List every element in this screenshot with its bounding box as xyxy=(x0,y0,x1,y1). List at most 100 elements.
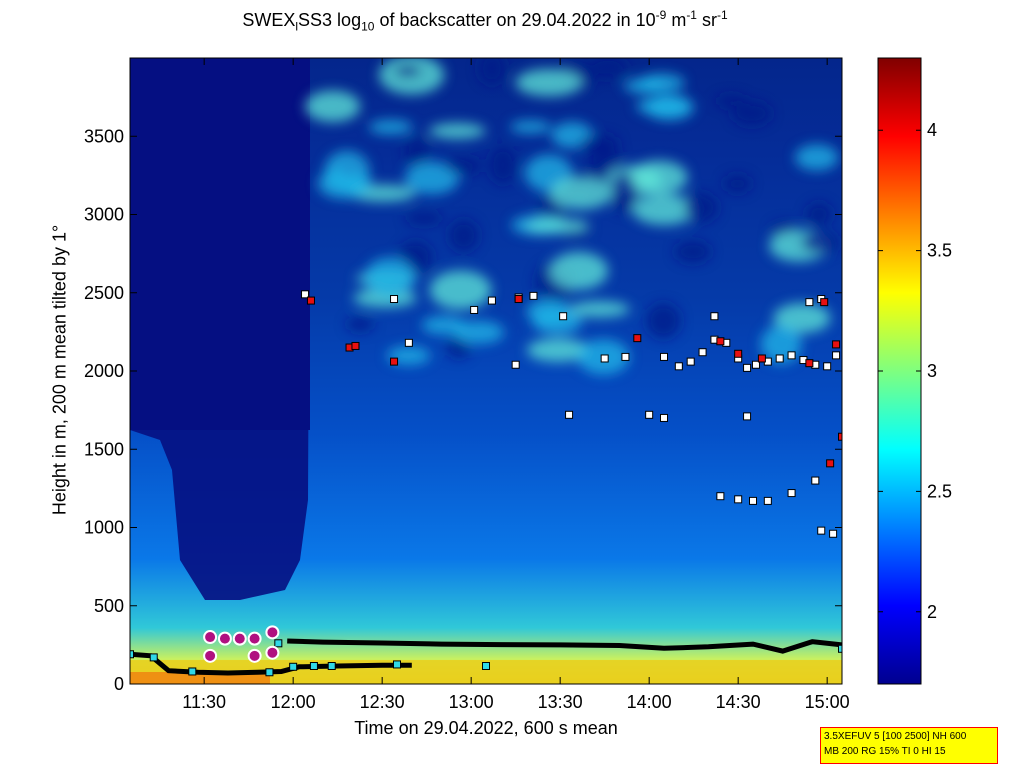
title-superscript: -9 xyxy=(655,8,667,22)
colorbar-tick-label: 3 xyxy=(927,361,937,381)
backscatter-marker-white xyxy=(404,338,413,347)
precip-marker xyxy=(265,625,280,640)
backscatter-marker-white xyxy=(763,496,772,505)
title-part: SS3 log xyxy=(298,10,362,30)
backscatter-marker-white xyxy=(716,492,725,501)
backscatter-marker-white xyxy=(811,476,820,485)
backscatter-marker-white xyxy=(686,357,695,366)
cloud-patch xyxy=(715,94,747,108)
surface-marker-cyan xyxy=(327,662,336,671)
colorbar-axis: 2 2.5 3 3.5 4 xyxy=(878,120,952,622)
backscatter-marker-white xyxy=(743,363,752,372)
clear-air-region xyxy=(130,58,310,430)
cloud-base-line xyxy=(130,651,412,676)
cloud-patch xyxy=(346,317,374,332)
cloud-patch xyxy=(509,120,552,134)
backscatter-marker-white xyxy=(600,354,609,363)
backscatter-marker-red xyxy=(734,349,743,358)
title-subscript: l xyxy=(295,19,299,34)
cloud-patch xyxy=(579,134,619,153)
surface-marker-cyan xyxy=(274,639,283,648)
backscatter-marker-white xyxy=(565,410,574,419)
cloud-patch xyxy=(532,309,583,335)
y-tick-label: 1500 xyxy=(84,439,124,459)
backscatter-marker-red xyxy=(805,359,814,368)
cloud-patch xyxy=(549,177,613,210)
cloud-patch xyxy=(405,212,443,225)
cloud-patch xyxy=(429,270,492,310)
backscatter-marker-red xyxy=(820,298,829,307)
cloud-patch xyxy=(806,202,832,226)
y-tick-label: 3500 xyxy=(84,126,124,146)
title-superscript: -1 xyxy=(716,8,728,22)
title-part: of backscatter on 29.04.2022 in 10 xyxy=(374,10,656,30)
cloud-patch xyxy=(646,303,681,339)
title-part: sr xyxy=(696,10,717,30)
precip-marker xyxy=(247,648,262,663)
cloud-base-lines xyxy=(130,638,842,676)
backscatter-marker-red xyxy=(514,295,523,304)
backscatter-marker-red xyxy=(838,432,842,441)
precip-marker xyxy=(232,631,247,646)
cloud-patch xyxy=(478,58,506,85)
y-tick-label: 3000 xyxy=(84,205,124,225)
backscatter-marker-red xyxy=(306,296,315,305)
backscatter-marker-white xyxy=(832,351,841,360)
backscatter-marker-white xyxy=(734,495,743,504)
y-tick-label: 1000 xyxy=(84,518,124,538)
colorbar-tick-label: 4 xyxy=(927,120,937,140)
backscatter-marker-white xyxy=(470,305,479,314)
cloud-patch xyxy=(632,194,697,226)
backscatter-marker-white xyxy=(751,360,760,369)
backscatter-marker-white xyxy=(487,296,496,305)
cloud-patch xyxy=(549,252,609,290)
x-tick-label: 12:30 xyxy=(360,692,405,712)
cloud-patch xyxy=(364,257,415,297)
backscatter-marker-white xyxy=(660,352,668,361)
colorbar-tick-label: 3.5 xyxy=(927,241,952,261)
cloud-patch xyxy=(444,157,483,175)
surface-marker-cyan xyxy=(149,653,158,662)
cloud-patch xyxy=(324,150,370,191)
backscatter-marker-red xyxy=(716,337,725,346)
y-tick-label: 500 xyxy=(94,596,124,616)
cloud-patch xyxy=(404,136,430,166)
x-tick-label: 14:30 xyxy=(716,692,761,712)
x-tick-label: 13:30 xyxy=(538,692,583,712)
y-axis-label: Height in m, 200 m mean tilted by 1° xyxy=(49,224,70,516)
backscatter-marker-white xyxy=(775,354,784,363)
cloud-patch xyxy=(568,301,630,318)
title-part: SWEX xyxy=(242,10,296,30)
backscatter-marker-white xyxy=(787,489,796,498)
x-tick-label: 12:00 xyxy=(271,692,316,712)
y-tick-label: 2000 xyxy=(84,361,124,381)
backscatter-marker-white xyxy=(660,413,668,422)
backscatter-marker-white xyxy=(621,352,630,361)
precip-marker xyxy=(203,648,218,663)
backscatter-marker-red xyxy=(757,354,766,363)
x-tick-label: 14:00 xyxy=(627,692,672,712)
backscatter-marker-red xyxy=(351,341,360,350)
backscatter-marker-red xyxy=(633,334,642,343)
cloud-base-line xyxy=(287,638,842,654)
cloud-patch xyxy=(515,68,583,97)
cloud-patch xyxy=(404,161,459,195)
chart-title: SWEXlSS3 log10 of backscatter on 29.04.2… xyxy=(130,8,840,34)
info-line: MB 200 RG 15% TI 0 HI 15 xyxy=(824,746,946,757)
info-box: 3.5XEFUV 5 [100 2500] NH 600 MB 200 RG 1… xyxy=(820,727,998,764)
cloud-patch xyxy=(795,144,839,171)
backscatter-marker-white xyxy=(529,291,538,300)
precip-marker xyxy=(217,631,232,646)
backscatter-marker-red xyxy=(832,340,841,349)
backscatter-marker-white xyxy=(674,362,683,371)
backscatter-marker-white xyxy=(805,298,814,307)
info-line: 3.5XEFUV 5 [100 2500] NH 600 xyxy=(824,731,967,742)
backscatter-marker-white xyxy=(829,529,838,538)
backscatter-marker-white xyxy=(710,312,719,321)
precip-marker xyxy=(247,631,262,646)
colorbar-tick-label: 2 xyxy=(927,602,937,622)
backscatter-marker-white xyxy=(817,526,826,535)
title-part: m xyxy=(666,10,687,30)
x-axis: 11:30 12:00 12:30 13:00 13:30 14:00 14:30 15:00 xyxy=(182,58,850,712)
